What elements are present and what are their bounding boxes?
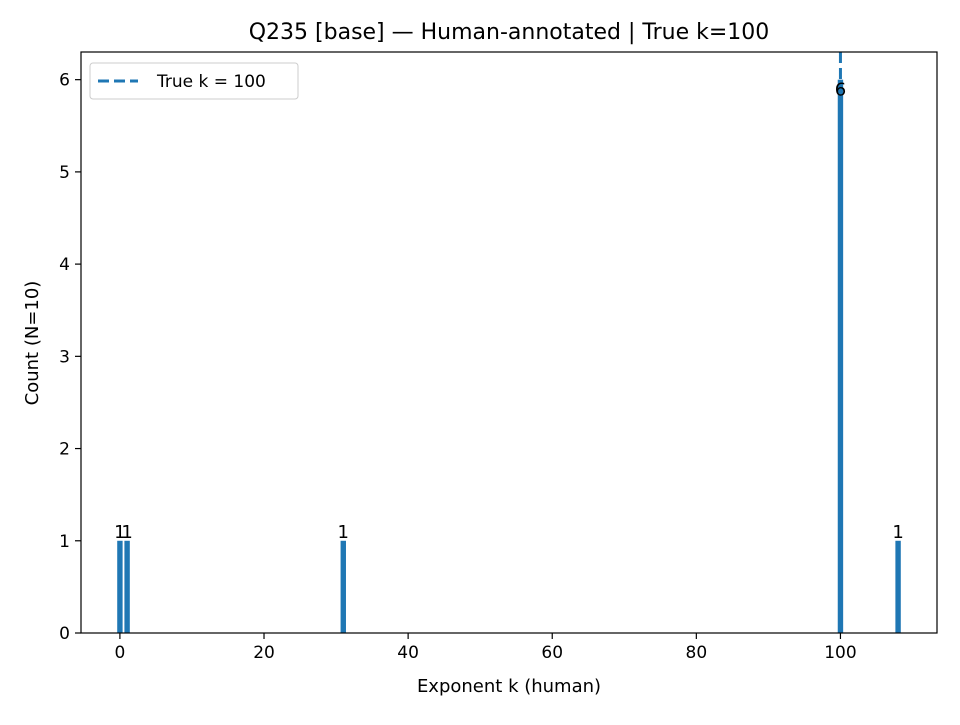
x-tick-label: 20 (253, 643, 275, 663)
bar-0 (117, 540, 123, 633)
bar-4 (895, 540, 901, 633)
x-tick-label: 40 (397, 643, 419, 663)
bar-value-label-4: 1 (892, 522, 903, 543)
x-axis-label: Exponent k (human) (417, 676, 601, 697)
x-tick-label: 80 (686, 643, 708, 663)
legend-label: True k = 100 (156, 72, 266, 92)
bar-value-label-0: 1 (114, 522, 125, 543)
bar-1 (124, 540, 130, 633)
x-tick-label: 100 (824, 643, 856, 663)
legend-box (89, 62, 299, 100)
y-tick-label: 0 (59, 624, 70, 644)
y-axis-label: Count (N=10) (22, 281, 43, 406)
y-tick-label: 3 (59, 347, 70, 367)
x-tick-label: 60 (541, 643, 563, 663)
y-tick-label: 4 (59, 255, 70, 275)
y-tick-label: 2 (59, 440, 70, 460)
chart-title: Q235 [base] — Human-annotated | True k=1… (249, 20, 770, 45)
y-tick-label: 6 (59, 71, 70, 91)
x-tick-label: 0 (114, 643, 125, 663)
y-tick-label: 5 (59, 163, 70, 183)
bar-2 (340, 540, 346, 633)
bar-value-label-1: 1 (121, 522, 132, 543)
bar-value-label-3: 6 (835, 80, 846, 101)
y-tick-label: 1 (59, 532, 70, 552)
plot-frame (80, 51, 938, 634)
bar-value-label-2: 1 (338, 522, 349, 543)
